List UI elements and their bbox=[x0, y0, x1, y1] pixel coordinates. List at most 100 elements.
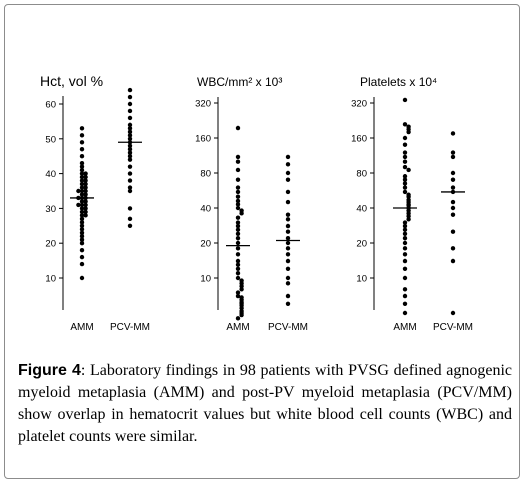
data-point bbox=[402, 181, 408, 186]
data-point bbox=[79, 188, 85, 194]
data-point bbox=[402, 252, 408, 257]
chart-panel-3: Platelets x 10⁴ 10 20 40 80 160 320 AMM PCV-MM bbox=[351, 75, 473, 333]
data-point bbox=[235, 290, 241, 295]
y-tick-label: 10 bbox=[200, 274, 211, 285]
data-point bbox=[235, 258, 241, 264]
data-point bbox=[285, 258, 291, 264]
data-point bbox=[79, 241, 85, 246]
data-point bbox=[285, 246, 291, 251]
data-point bbox=[79, 220, 85, 225]
y-tick-label: 80 bbox=[356, 169, 367, 180]
data-point bbox=[402, 287, 408, 292]
data-point bbox=[127, 136, 133, 141]
y-tick-label: 320 bbox=[351, 99, 367, 110]
data-point bbox=[79, 147, 85, 152]
y-tick-label: 30 bbox=[45, 204, 56, 215]
data-point bbox=[83, 199, 88, 204]
y-tick-label: 20 bbox=[200, 239, 211, 250]
data-point bbox=[127, 126, 133, 131]
data-point bbox=[406, 129, 411, 135]
data-point bbox=[285, 229, 291, 234]
data-point bbox=[79, 223, 85, 228]
data-point bbox=[127, 157, 133, 162]
data-point bbox=[79, 178, 85, 183]
figure-caption-text: : Laboratory findings in 98 patients wit… bbox=[18, 362, 512, 445]
data-point bbox=[285, 162, 291, 167]
data-point bbox=[127, 143, 133, 148]
x-category-label: PCV-MM bbox=[110, 322, 150, 333]
data-point bbox=[79, 206, 85, 211]
data-point bbox=[285, 275, 291, 281]
data-point bbox=[402, 150, 408, 155]
data-point bbox=[235, 205, 241, 211]
x-category-label: PCV-MM bbox=[433, 322, 473, 333]
data-point bbox=[79, 254, 85, 260]
data-point bbox=[235, 246, 241, 251]
data-point bbox=[235, 235, 241, 241]
data-point bbox=[450, 150, 456, 155]
data-point bbox=[450, 205, 456, 211]
data-point bbox=[450, 229, 456, 234]
data-point bbox=[450, 154, 456, 160]
y-tick-label: 160 bbox=[351, 134, 367, 145]
data-point bbox=[235, 275, 241, 281]
y-tick-label: 20 bbox=[45, 239, 56, 250]
chart-panel-1: Hct, vol % 10 20 30 40 50 60 AMM PCV-MM bbox=[40, 73, 150, 333]
data-point bbox=[285, 235, 291, 241]
data-point bbox=[127, 206, 133, 211]
data-point bbox=[450, 170, 456, 176]
data-point bbox=[79, 202, 85, 208]
data-point bbox=[402, 135, 408, 141]
data-point bbox=[127, 188, 133, 194]
x-category-label: AMM bbox=[393, 322, 416, 333]
data-point bbox=[79, 237, 85, 242]
data-point bbox=[83, 202, 88, 208]
data-point bbox=[450, 199, 456, 205]
data-point bbox=[79, 185, 85, 190]
data-point bbox=[235, 177, 241, 182]
data-point bbox=[402, 310, 408, 316]
data-point bbox=[83, 209, 88, 215]
data-point bbox=[235, 231, 241, 236]
data-point bbox=[79, 171, 85, 176]
data-point bbox=[235, 185, 241, 190]
data-point bbox=[83, 171, 88, 176]
data-point bbox=[235, 215, 241, 220]
data-point bbox=[402, 240, 408, 246]
y-tick-label: 40 bbox=[45, 169, 56, 180]
data-point bbox=[127, 87, 133, 93]
data-point bbox=[235, 189, 241, 195]
data-point bbox=[79, 126, 85, 131]
data-point bbox=[76, 202, 81, 208]
data-point bbox=[402, 164, 408, 170]
data-point bbox=[285, 301, 291, 306]
data-point bbox=[79, 261, 85, 267]
data-point bbox=[127, 171, 133, 176]
data-point bbox=[83, 206, 88, 211]
data-point bbox=[402, 142, 408, 147]
data-point bbox=[83, 188, 88, 194]
data-point bbox=[127, 185, 133, 190]
data-point bbox=[127, 108, 133, 114]
data-point bbox=[235, 240, 241, 246]
data-point bbox=[127, 178, 133, 183]
data-point bbox=[402, 258, 408, 264]
data-point bbox=[235, 293, 241, 299]
y-tick-label: 160 bbox=[195, 134, 211, 145]
data-point bbox=[450, 131, 456, 136]
data-point bbox=[79, 234, 85, 239]
data-point bbox=[79, 230, 85, 235]
data-point bbox=[235, 125, 241, 131]
data-point bbox=[402, 223, 408, 229]
data-point bbox=[127, 133, 133, 138]
data-point bbox=[239, 312, 244, 318]
data-point bbox=[127, 94, 133, 100]
y-tick-label: 20 bbox=[356, 239, 367, 250]
y-tick-label: 320 bbox=[195, 99, 211, 110]
data-point bbox=[402, 231, 408, 236]
data-point bbox=[402, 220, 408, 225]
data-point bbox=[406, 217, 411, 222]
data-point bbox=[285, 154, 291, 160]
data-point bbox=[285, 240, 291, 246]
